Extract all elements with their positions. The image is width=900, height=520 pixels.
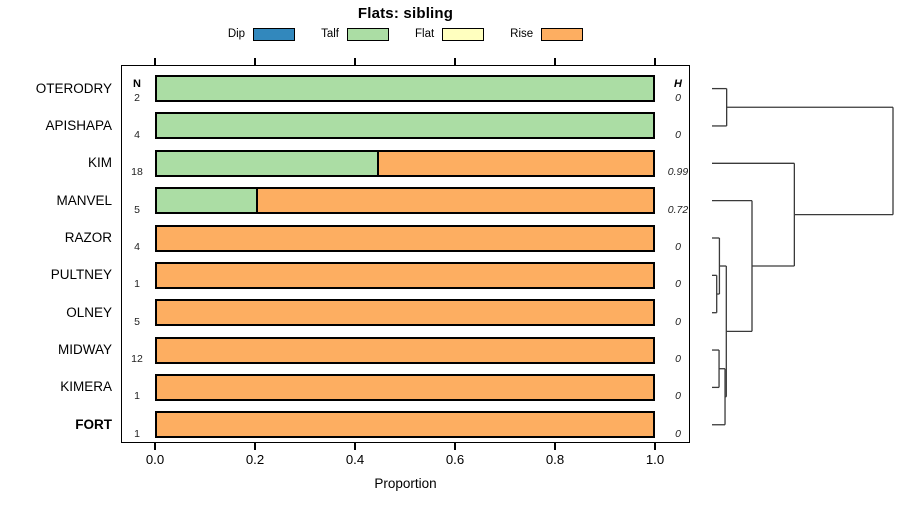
h-value: 0 <box>675 278 681 291</box>
bar-segment-rise <box>256 189 653 213</box>
h-column-header: H <box>674 77 682 90</box>
x-axis-tick-top <box>254 58 256 66</box>
x-axis-tick-label: 1.0 <box>645 452 665 467</box>
bar-segment-rise <box>157 413 653 437</box>
n-value: 1 <box>134 390 140 403</box>
row-label-kimera: KIMERA <box>60 379 112 395</box>
x-axis-tick-bottom <box>654 443 656 451</box>
row-label-midway: MIDWAY <box>58 342 112 358</box>
x-axis-title: Proportion <box>374 476 437 491</box>
legend-item-talf: Talf <box>321 27 389 41</box>
bar-kimera <box>155 373 655 401</box>
n-value: 5 <box>134 315 140 328</box>
legend-label: Rise <box>510 28 534 40</box>
h-value: 0 <box>675 128 681 141</box>
bar-olney <box>155 299 655 327</box>
bar-segment-talf <box>157 114 653 138</box>
row-label-pultney: PULTNEY <box>50 267 112 283</box>
row-label-fort: FORT <box>75 416 112 432</box>
bar-segment-talf <box>157 151 378 175</box>
bar-segment-rise <box>377 151 653 175</box>
bar-fort <box>155 411 655 439</box>
row-label-manvel: MANVEL <box>56 192 112 208</box>
bar-segment-talf <box>157 77 653 101</box>
legend-item-dip: Dip <box>227 27 296 41</box>
legend-label: Dip <box>227 28 246 40</box>
x-axis-tick-label: 0.8 <box>545 452 565 467</box>
bar-segment-rise <box>157 226 653 250</box>
x-axis-tick-top <box>654 58 656 66</box>
x-axis-tick-top <box>454 58 456 66</box>
n-value: 4 <box>134 128 140 141</box>
h-value: 0 <box>675 427 681 440</box>
x-axis-tick-bottom <box>354 443 356 451</box>
dendrogram <box>712 87 894 426</box>
row-label-oterodry: OTERODRY <box>35 80 112 96</box>
h-value: 0.99 <box>667 166 689 179</box>
n-value: 12 <box>131 353 143 366</box>
x-axis-tick-label: 0.0 <box>145 452 165 467</box>
h-value: 0 <box>675 390 681 403</box>
h-value: 0.72 <box>667 203 689 216</box>
n-value: 18 <box>131 166 143 179</box>
bar-oterodry <box>155 75 655 103</box>
h-value: 0 <box>675 91 681 104</box>
bar-razor <box>155 224 655 252</box>
h-value: 0 <box>675 315 681 328</box>
legend-item-flat: Flat <box>414 27 485 41</box>
n-value: 1 <box>134 427 140 440</box>
bar-segment-rise <box>157 375 653 399</box>
bar-kim <box>155 149 655 177</box>
bar-segment-rise <box>157 263 653 287</box>
legend-swatch-flat-icon <box>442 27 485 41</box>
plot-box <box>121 65 690 443</box>
h-value: 0 <box>675 241 681 253</box>
bar-segment-rise <box>157 338 653 362</box>
x-axis-tick-label: 0.2 <box>245 452 265 467</box>
n-column-header: N <box>133 77 141 90</box>
legend: Dip Talf Flat Rise <box>121 26 690 42</box>
legend-swatch-dip-icon <box>253 27 296 41</box>
bar-midway <box>155 336 655 364</box>
row-label-olney: OLNEY <box>66 304 112 320</box>
x-axis-tick-top <box>554 58 556 66</box>
bar-pultney <box>155 261 655 289</box>
x-axis-tick-bottom <box>454 443 456 451</box>
x-axis-tick-label: 0.6 <box>445 452 465 467</box>
x-axis-tick-label: 0.4 <box>345 452 365 467</box>
n-value: 1 <box>134 278 140 291</box>
row-label-apishapa: APISHAPA <box>45 117 112 133</box>
n-value: 5 <box>134 203 140 216</box>
x-axis-tick-top <box>354 58 356 66</box>
legend-swatch-talf-icon <box>346 27 389 41</box>
x-axis-tick-top <box>154 58 156 66</box>
legend-item-rise: Rise <box>510 27 584 41</box>
legend-label: Talf <box>321 28 339 40</box>
h-value: 0 <box>675 353 681 366</box>
row-label-kim: KIM <box>87 155 112 171</box>
bar-segment-talf <box>157 189 257 213</box>
x-axis-tick-bottom <box>154 443 156 451</box>
n-value: 2 <box>134 91 140 104</box>
chart-title: Flats: sibling <box>357 5 454 22</box>
bar-segment-rise <box>157 301 653 325</box>
bar-manvel <box>155 187 655 215</box>
x-axis-tick-bottom <box>554 443 556 451</box>
n-value: 4 <box>134 241 140 253</box>
bar-apishapa <box>155 112 655 140</box>
legend-label: Flat <box>414 28 435 40</box>
row-label-razor: RAZOR <box>64 230 112 245</box>
legend-swatch-rise-icon <box>541 27 584 41</box>
x-axis-tick-bottom <box>254 443 256 451</box>
